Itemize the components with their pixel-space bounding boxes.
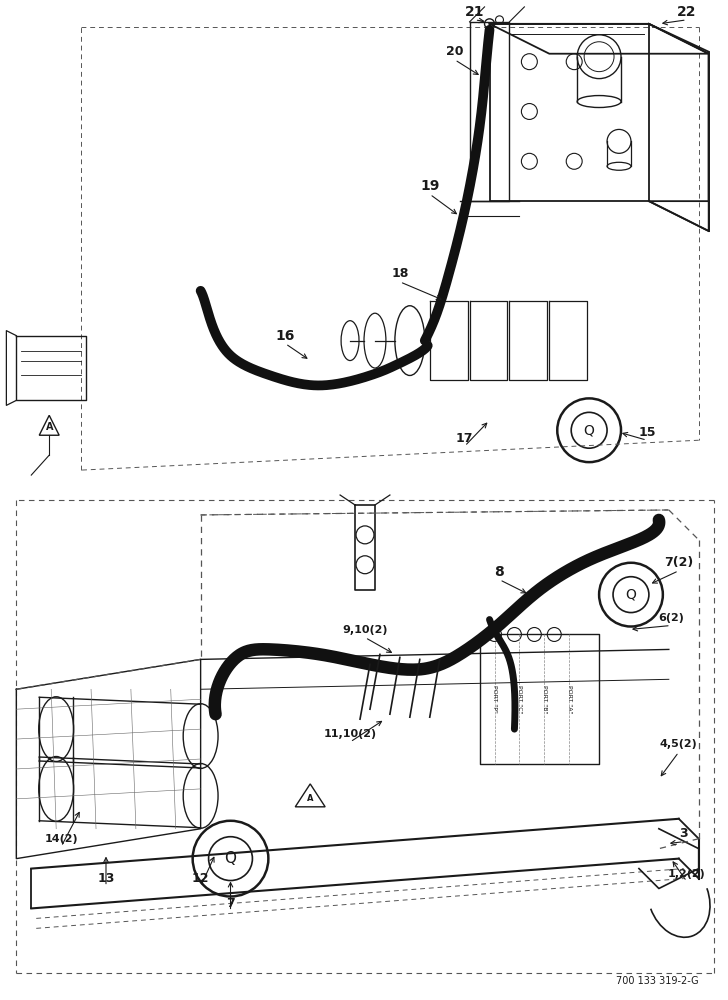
Circle shape [599,563,663,627]
Polygon shape [296,784,325,807]
Text: 17: 17 [456,432,473,445]
Text: 11,10(2): 11,10(2) [323,729,376,739]
Text: 12: 12 [192,872,210,885]
Text: 20: 20 [446,45,464,58]
Text: 4,5(2): 4,5(2) [660,739,697,749]
Text: 21: 21 [464,5,484,19]
Text: 16: 16 [276,329,295,343]
Text: 14(2): 14(2) [44,834,78,844]
Text: Q: Q [625,588,636,602]
Text: PORT "A": PORT "A" [566,685,571,713]
Text: 3: 3 [679,827,688,840]
Text: PORT "C": PORT "C" [517,685,522,714]
Text: 18: 18 [391,267,408,280]
Text: 700 133 319-2-G: 700 133 319-2-G [616,976,699,986]
Text: A: A [307,794,314,803]
Text: Q: Q [224,851,237,866]
Text: 8: 8 [494,565,505,579]
Circle shape [557,398,621,462]
Text: 15: 15 [638,426,656,439]
Text: 22: 22 [677,5,697,19]
Text: 19: 19 [420,179,440,193]
Polygon shape [39,415,59,435]
Text: 9,10(2): 9,10(2) [342,625,388,635]
Text: Q: Q [584,423,595,437]
Text: 7(2): 7(2) [664,556,693,569]
Text: 1,2(2): 1,2(2) [668,869,705,879]
Text: PORT "P": PORT "P" [492,685,497,713]
Text: A: A [45,422,53,432]
Circle shape [193,821,269,896]
Text: 7: 7 [226,897,235,910]
Text: PORT "B": PORT "B" [542,685,547,713]
Text: 6(2): 6(2) [658,613,684,623]
Text: 13: 13 [98,872,115,885]
